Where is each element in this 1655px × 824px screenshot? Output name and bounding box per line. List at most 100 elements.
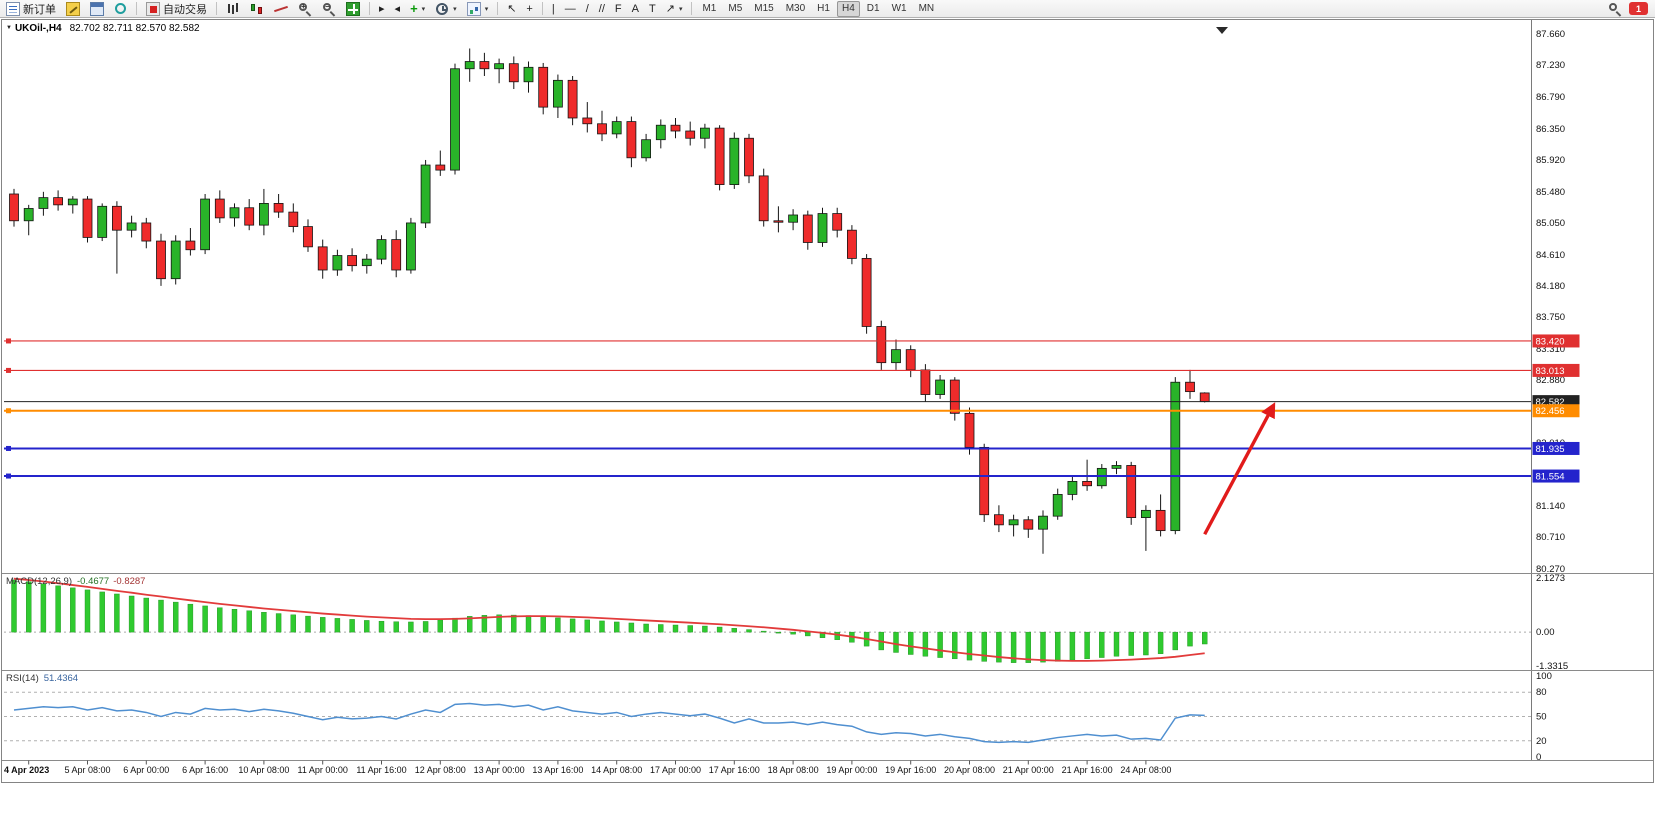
svg-text:20 Apr 08:00: 20 Apr 08:00	[944, 765, 995, 775]
arrows-tool-button[interactable]: ↗ ▾	[662, 1, 687, 17]
hline-handle-81.935[interactable]	[6, 445, 11, 451]
channel-icon: //	[598, 2, 605, 15]
auto-scroll-icon: ▸	[379, 2, 385, 15]
crosshair-button[interactable]: +	[522, 1, 536, 17]
toolbar-separator	[369, 2, 370, 15]
chart-shift-button[interactable]: ◂	[391, 1, 405, 17]
line-chart-icon	[274, 2, 288, 16]
label-tool-button[interactable]: T	[645, 1, 660, 17]
label-tool-icon: T	[648, 2, 656, 15]
line-chart-button[interactable]	[270, 1, 292, 17]
toolbar-separator	[691, 2, 693, 15]
timeframe-m5-button[interactable]: M5	[723, 1, 747, 17]
caret-down-icon: ▾	[678, 5, 683, 13]
svg-text:81.140: 81.140	[1536, 501, 1565, 512]
arrow-tool-icon: ↗	[665, 2, 675, 15]
svg-text:21 Apr 00:00: 21 Apr 00:00	[1003, 765, 1054, 775]
bar-chart-button[interactable]	[222, 1, 244, 17]
clock-icon	[436, 2, 449, 15]
timeframe-m15-button[interactable]: M15	[749, 1, 778, 17]
svg-text:17 Apr 00:00: 17 Apr 00:00	[650, 765, 701, 775]
svg-text:84.180: 84.180	[1536, 281, 1565, 292]
svg-text:10 Apr 08:00: 10 Apr 08:00	[238, 765, 289, 775]
svg-text:50: 50	[1536, 712, 1547, 723]
channel-button[interactable]: //	[595, 1, 609, 17]
svg-text:86.350: 86.350	[1536, 124, 1565, 135]
zoom-out-icon: −	[322, 2, 336, 16]
horizontal-line-button[interactable]: —	[561, 1, 580, 17]
fibonacci-button[interactable]: F	[611, 1, 626, 17]
trendline-button[interactable]: /	[582, 1, 593, 17]
toolbar-right-cluster: 1	[1608, 2, 1653, 16]
timeframe-h4-button[interactable]: H4	[836, 0, 860, 17]
profiles-button[interactable]	[86, 1, 108, 17]
timeframe-m30-button[interactable]: M30	[781, 1, 810, 17]
toolbar-separator	[497, 2, 499, 15]
period-button[interactable]: ▾	[431, 1, 461, 17]
search-icon[interactable]	[1608, 2, 1622, 16]
hline-handle-83.420[interactable]	[6, 338, 11, 344]
zoom-in-icon: +	[298, 2, 312, 16]
tile-windows-button[interactable]	[342, 1, 364, 17]
refresh-button[interactable]	[110, 1, 131, 17]
candlestick-chart-button[interactable]	[246, 1, 268, 17]
timeframe-mn-button[interactable]: MN	[914, 1, 940, 17]
cursor-button[interactable]: ↖	[503, 1, 520, 17]
text-tool-button[interactable]: A	[628, 1, 643, 17]
notification-badge[interactable]: 1	[1629, 2, 1648, 15]
svg-text:80.270: 80.270	[1536, 564, 1565, 575]
svg-text:85.050: 85.050	[1536, 218, 1565, 229]
timeframe-w1-button[interactable]: W1	[887, 1, 912, 17]
zoom-out-button[interactable]: −	[318, 1, 340, 17]
add-indicator-button[interactable]: + ▾	[406, 1, 429, 17]
text-tool-icon: A	[631, 2, 639, 15]
autotrading-label: 自动交易	[163, 3, 207, 16]
svg-text:80: 80	[1536, 687, 1547, 698]
profiles-icon	[90, 1, 104, 16]
price-badge-82.456	[1532, 404, 1580, 418]
svg-text:20: 20	[1536, 736, 1547, 747]
autotrading-button[interactable]: 自动交易	[142, 1, 211, 17]
refresh-icon	[115, 3, 126, 14]
auto-scroll-button[interactable]: ▸	[375, 1, 389, 17]
svg-text:82.880: 82.880	[1536, 375, 1565, 386]
timeframe-d1-button[interactable]: D1	[862, 1, 885, 17]
svg-text:21 Apr 16:00: 21 Apr 16:00	[1062, 765, 1113, 775]
svg-text:13 Apr 00:00: 13 Apr 00:00	[474, 765, 525, 775]
template-button[interactable]: ▾	[463, 1, 493, 17]
trend-arrow-annotation[interactable]	[1203, 402, 1276, 536]
svg-text:2.1273: 2.1273	[1536, 573, 1565, 584]
svg-text:14 Apr 08:00: 14 Apr 08:00	[591, 765, 642, 775]
chart-shift-marker[interactable]	[1216, 27, 1228, 34]
svg-text:80.710: 80.710	[1536, 532, 1565, 543]
caret-down-icon: ▾	[484, 5, 489, 13]
svg-text:0: 0	[1536, 752, 1541, 763]
hline-handle-82.456[interactable]	[6, 408, 11, 414]
price-badge-81.935	[1532, 441, 1580, 455]
timeframe-m1-button[interactable]: M1	[697, 1, 721, 17]
crosshair-icon: +	[526, 2, 533, 15]
new-order-button[interactable]: 新订单	[2, 1, 60, 17]
time-axis[interactable]: 4 Apr 2023 5 Apr 08:00 6 Apr 00:00 6 Apr 16…	[2, 760, 1653, 776]
fibonacci-icon: F	[614, 2, 622, 15]
svg-text:87.660: 87.660	[1536, 29, 1565, 40]
svg-text:100: 100	[1536, 671, 1552, 682]
chart-window: 2.1273 0.00 -1.3315 100 80 50 20 0 87.660 87.230 8…	[1, 19, 1654, 783]
editor-button[interactable]	[62, 1, 84, 17]
chart-background	[2, 20, 1653, 782]
vertical-line-button[interactable]: |	[548, 1, 559, 17]
macd-panel: 2.1273 0.00 -1.3315	[4, 573, 1568, 672]
timeframe-h1-button[interactable]: H1	[812, 1, 835, 17]
hline-handle-81.554[interactable]	[6, 473, 11, 479]
candlestick-chart-icon	[250, 2, 264, 16]
svg-text:11 Apr 00:00: 11 Apr 00:00	[298, 765, 348, 775]
horizontal-line-icon: —	[564, 2, 576, 15]
zoom-in-button[interactable]: +	[294, 1, 316, 17]
horizontal-lines-layer	[4, 338, 1531, 479]
svg-text:19 Apr 16:00: 19 Apr 16:00	[885, 765, 936, 775]
svg-text:5 Apr 08:00: 5 Apr 08:00	[64, 765, 110, 775]
hline-handle-83.013[interactable]	[6, 367, 11, 373]
svg-text:85.920: 85.920	[1536, 155, 1565, 166]
